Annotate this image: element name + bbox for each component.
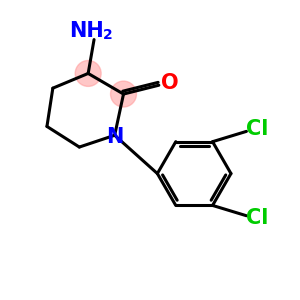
Text: 2: 2 [102,28,112,42]
Text: N: N [106,127,123,147]
Circle shape [110,81,136,107]
Text: NH: NH [69,21,104,41]
Circle shape [75,61,101,86]
Text: O: O [161,73,179,93]
Text: Cl: Cl [246,119,269,139]
Text: Cl: Cl [246,208,269,228]
